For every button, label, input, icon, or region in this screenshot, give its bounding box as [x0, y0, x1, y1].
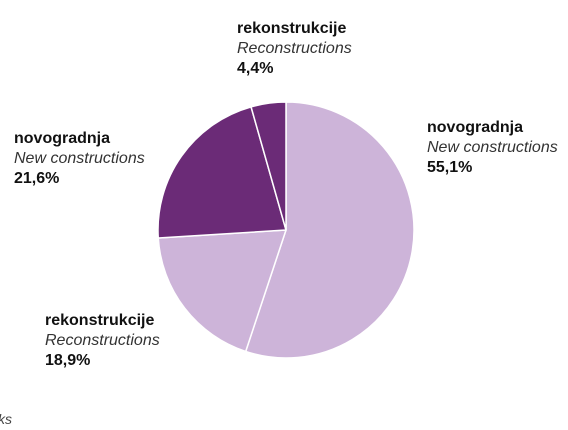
pie-slice-3 [250, 101, 287, 231]
slice-label-sr: rekonstrukcije [45, 312, 155, 329]
footnote: ks [0, 411, 12, 427]
slice-value: 4,4% [237, 60, 274, 77]
pie-slices [157, 101, 415, 359]
slice-label-new-constructions-small: novogradnja New constructions 21,6% [14, 129, 145, 189]
slice-label-new-constructions-large: novogradnja New constructions 55,1% [427, 118, 558, 178]
slice-value: 18,9% [45, 352, 91, 369]
slice-label-en: Reconstructions [237, 40, 352, 57]
pie-slice-0 [244, 101, 415, 359]
slice-label-en: New constructions [14, 150, 145, 167]
slice-label-en: Reconstructions [45, 332, 160, 349]
slice-label-reconstructions-large: rekonstrukcije Reconstructions 18,9% [45, 311, 160, 371]
slice-label-reconstructions-small: rekonstrukcije Reconstructions 4,4% [237, 19, 352, 79]
slice-label-sr: novogradnja [14, 130, 111, 147]
slice-value: 21,6% [14, 170, 60, 187]
pie-slice-1 [157, 229, 287, 353]
slice-label-sr: rekonstrukcije [237, 20, 347, 37]
pie-slice-2 [157, 106, 287, 239]
slice-label-sr: novogradnja [427, 119, 524, 136]
slice-label-en: New constructions [427, 139, 558, 156]
slice-value: 55,1% [427, 159, 473, 176]
